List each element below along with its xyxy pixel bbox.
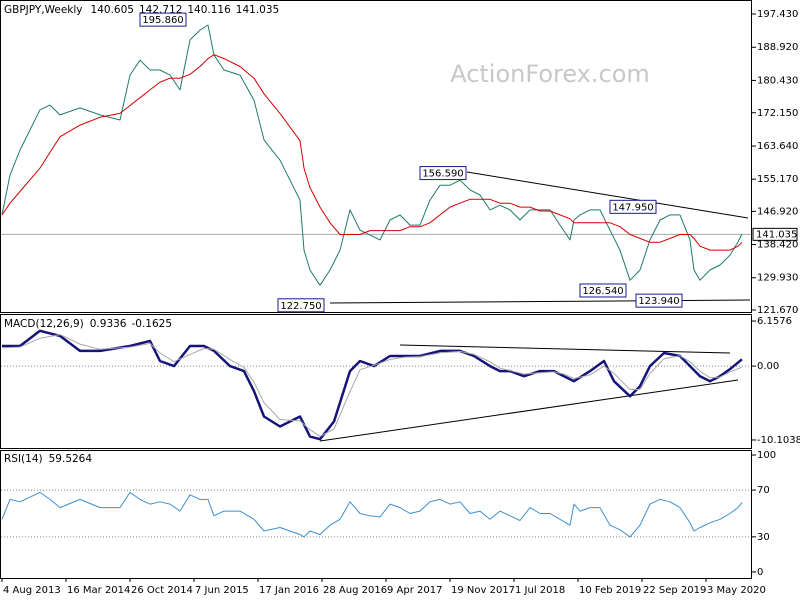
y-tick-label: 129.930 [757, 273, 798, 284]
series-line [2, 329, 743, 441]
macd-header: MACD(12,26,9) 0.9336 -0.1625 [4, 318, 172, 330]
y-tick-label: 172.150 [757, 108, 798, 119]
annotation-label: 156.590 [422, 169, 463, 180]
y-tick-label: 138.420 [757, 240, 798, 251]
x-tick-label: 19 Nov 2017 [451, 585, 515, 596]
series-line [1, 24, 743, 286]
annotation-box [277, 298, 325, 313]
y-tick-label: 155.170 [757, 174, 798, 185]
x-tick-label: 3 May 2020 [707, 585, 766, 596]
y-tick-label: 146.920 [757, 206, 798, 217]
rsi-title: RSI(14) [4, 453, 43, 465]
series-line [1, 54, 743, 251]
annotation-label: 126.540 [582, 286, 623, 297]
annotation-label: 147.950 [612, 202, 653, 213]
x-tick-label: 10 Feb 2019 [579, 585, 641, 596]
y-tick-label: 197.430 [757, 9, 798, 20]
x-tick-label: 1 Jul 2018 [515, 585, 565, 596]
x-tick-label: 26 Oct 2014 [131, 585, 193, 596]
series-line [1, 334, 743, 437]
trendline [466, 171, 749, 219]
annotation-box [419, 166, 467, 181]
annotation-label: 122.750 [280, 301, 321, 312]
annotation-box [139, 12, 187, 27]
y-tick-label: 121.670 [757, 305, 798, 316]
y-tick-label: 0 [757, 567, 763, 578]
series-line [1, 491, 743, 538]
annotation-label: 195.860 [142, 15, 183, 26]
x-tick-label: 17 Jan 2016 [259, 585, 319, 596]
y-tick-label: 180.430 [757, 75, 798, 86]
rsi-panel [0, 450, 752, 579]
macd-title: MACD(12,26,9) [4, 318, 84, 330]
rsi-value: 59.5264 [49, 453, 93, 465]
watermark: ActionForex.com [450, 60, 650, 88]
macd-value: 0.9336 [90, 318, 127, 330]
annotation-label: 123.940 [638, 296, 679, 307]
price-panel [0, 0, 752, 313]
x-tick-label: 16 Mar 2014 [67, 585, 130, 596]
y-tick-label: -10.1038 [757, 435, 800, 446]
trendline [319, 379, 739, 442]
signal-value: -0.1625 [132, 318, 173, 330]
open: 140.605 [91, 4, 134, 16]
y-tick-label: 188.920 [757, 42, 798, 53]
y-tick-label: 163.640 [757, 141, 798, 152]
y-tick-label: 100 [757, 450, 776, 461]
annotation-box [609, 199, 657, 214]
symbol-title: GBPJPY,Weekly [4, 4, 83, 16]
last-price-label: 141.035 [756, 229, 797, 240]
x-tick-label: 28 Aug 2016 [323, 585, 387, 596]
last-price-box [752, 227, 798, 241]
y-tick-label: 70 [757, 485, 770, 496]
rsi-header: RSI(14) 59.5264 [4, 453, 92, 465]
low: 140.116 [187, 4, 231, 16]
x-tick-label: 4 Aug 2013 [3, 585, 61, 596]
y-tick-label: 0.00 [757, 361, 779, 372]
trendline [399, 344, 731, 354]
y-tick-label: 6.1576 [757, 316, 792, 327]
macd-panel [0, 314, 752, 449]
annotation-box [635, 293, 683, 308]
annotation-box [579, 283, 627, 298]
x-tick-label: 22 Sep 2019 [643, 585, 706, 596]
close: 141.035 [236, 4, 279, 16]
y-tick-label: 30 [757, 532, 770, 543]
x-tick-label: 9 Apr 2017 [387, 585, 442, 596]
x-tick-label: 7 Jun 2015 [195, 585, 249, 596]
